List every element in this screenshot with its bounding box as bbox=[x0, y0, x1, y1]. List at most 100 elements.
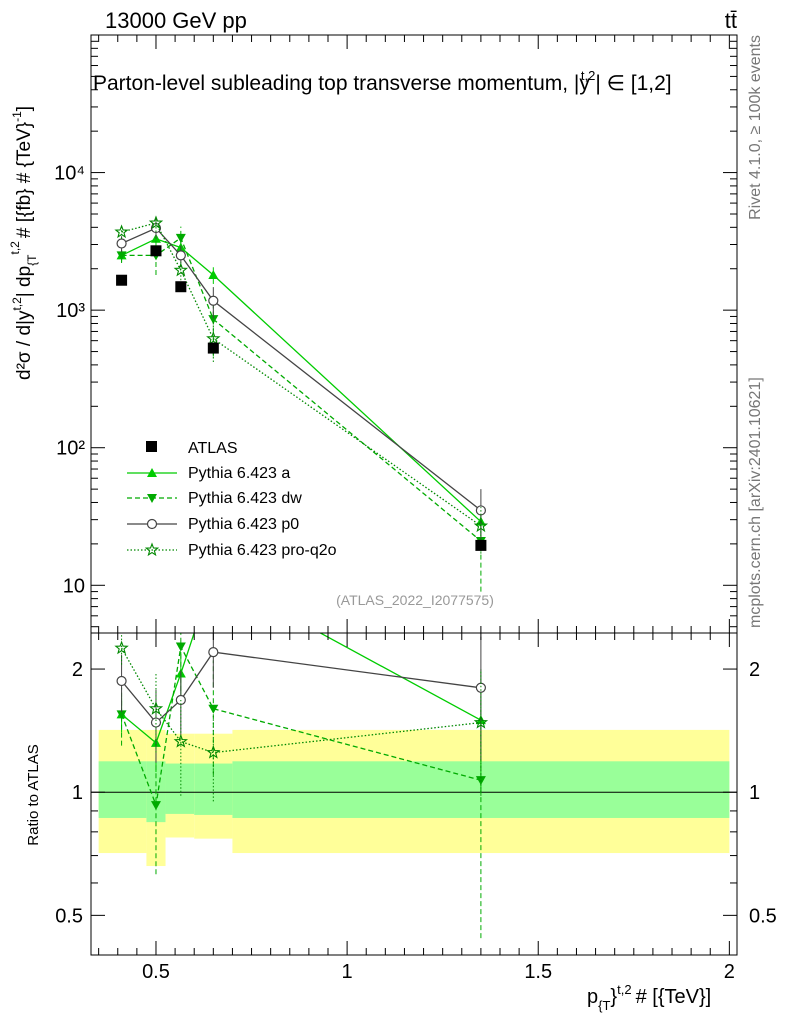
chart-title-suffix: | ∈ [1,2] bbox=[595, 72, 671, 95]
main-marker-triangle-down-3 bbox=[208, 315, 219, 325]
legend-item-atlas: ATLAS bbox=[146, 440, 238, 457]
watermark: (ATLAS_2022_I2077575) bbox=[336, 592, 494, 608]
legend-label-p0: Pythia 6.423 p0 bbox=[188, 516, 299, 533]
legend-marker-a bbox=[147, 468, 157, 477]
main-series-pythia-6-423-dw bbox=[116, 226, 486, 592]
main-marker-circle-open-3 bbox=[208, 295, 219, 306]
legend-item-dw: Pythia 6.423 dw bbox=[127, 490, 302, 507]
ratio-ytick-label-right: 2 bbox=[749, 659, 760, 681]
chart-title: Parton-level subleading top transverse m… bbox=[93, 68, 672, 95]
main-marker-square-2 bbox=[175, 281, 187, 293]
rivet-version-label: Rivet 4.1.0, ≥ 100k events bbox=[747, 35, 764, 220]
main-marker-triangle-down-0 bbox=[116, 251, 127, 261]
ratio-series-pythia-6-423-pro-q2o bbox=[114, 633, 489, 802]
main-series-atlas bbox=[116, 245, 487, 551]
ylabel-d: ] bbox=[14, 106, 35, 111]
main-marker-star-open-0 bbox=[114, 224, 129, 239]
main-marker-star-open-2 bbox=[173, 262, 189, 277]
main-line bbox=[121, 222, 482, 527]
ratio-marker-triangle-down-0 bbox=[116, 710, 127, 720]
legend-label-a: Pythia 6.423 a bbox=[188, 465, 290, 482]
ratio-marker-circle-open-1 bbox=[150, 717, 162, 728]
xlabel-p: p bbox=[587, 986, 598, 1008]
main-ytick-label: 10³ bbox=[56, 300, 85, 322]
main-marker-star-open-3 bbox=[206, 331, 221, 345]
ylabel-b: | dp bbox=[14, 266, 35, 297]
ylabel-c: # [{fb} # {TeV} bbox=[14, 122, 35, 238]
xlabel-sub: {T bbox=[598, 998, 610, 1013]
legend-marker-dw bbox=[147, 494, 157, 503]
xlabel-brace: } bbox=[610, 986, 617, 1008]
ratio-ytick-label-left: 0.5 bbox=[55, 905, 83, 927]
legend-item-a: Pythia 6.423 a bbox=[127, 465, 290, 482]
chart-title-prefix: Parton-level subleading top transverse m… bbox=[93, 72, 579, 95]
ratio-marker-triangle-up-3 bbox=[208, 570, 218, 579]
legend-marker-q2o bbox=[144, 542, 160, 557]
main-marker-circle-open-2 bbox=[175, 250, 186, 261]
main-marker-square-1 bbox=[150, 245, 162, 257]
main-panel: 10 10² 10³ 10⁴ Parton-level subleading top … bbox=[8, 34, 738, 634]
ratio-ytick-label-right: 1 bbox=[749, 782, 760, 804]
ratio-marker-star-open-0 bbox=[114, 640, 129, 655]
main-x-ticks bbox=[98, 35, 730, 633]
legend-marker-p0 bbox=[146, 518, 158, 530]
ratio-ticks: 0.5 0.5 1 1 2 2 0.5 1 1.5 2 bbox=[55, 633, 777, 983]
ylabel-sub: {T bbox=[25, 254, 39, 266]
ratio-marker-star-open-4 bbox=[473, 714, 489, 729]
ratio-marker-circle-open-4 bbox=[475, 682, 486, 693]
ratio-marks bbox=[114, 570, 489, 939]
main-marker-triangle-up-3 bbox=[208, 270, 219, 280]
ratio-marker-triangle-down-2 bbox=[175, 642, 186, 652]
main-ytick-label: 10⁴ bbox=[54, 163, 85, 185]
ratio-ytick-label-left: 1 bbox=[72, 782, 83, 804]
legend-label-atlas: ATLAS bbox=[188, 440, 238, 457]
legend: ATLAS Pythia 6.423 a Pythia 6.423 dw Pyt… bbox=[127, 440, 337, 559]
x-axis-label: p{T}t,2 # [{TeV}] bbox=[587, 982, 711, 1013]
main-ytick-label: 10² bbox=[56, 438, 85, 460]
main-line bbox=[121, 227, 482, 511]
ratio-marker-star-open-3 bbox=[206, 744, 221, 759]
ratio-series-pythia-6-423-p0 bbox=[116, 633, 486, 763]
ratio-bands bbox=[91, 729, 737, 867]
main-marker-triangle-down-2 bbox=[175, 233, 186, 243]
ratio-ytick-label-left: 2 bbox=[72, 659, 83, 681]
legend-label-q2o: Pythia 6.423 pro-q2o bbox=[188, 542, 337, 559]
ratio-marker-star-open-1 bbox=[148, 701, 164, 715]
main-ytick-label: 10 bbox=[63, 575, 85, 597]
main-marker-star-open-4 bbox=[473, 518, 489, 533]
ratio-marker-circle-open-3 bbox=[208, 647, 219, 658]
ratio-ytick-label-right: 0.5 bbox=[749, 905, 777, 927]
header-energy-label: 13000 GeV pp bbox=[105, 8, 247, 33]
xlabel-end: # [{TeV}] bbox=[636, 986, 712, 1008]
xtick-label: 2 bbox=[724, 961, 735, 983]
main-marker-star-open-1 bbox=[148, 215, 164, 230]
main-y-ticks: 10 10² 10³ 10⁴ bbox=[54, 34, 737, 628]
ylabel-sup3: -1 bbox=[10, 111, 24, 122]
chart-title-y: y bbox=[579, 72, 590, 95]
ylabel-a: d²σ / d|y bbox=[14, 310, 35, 380]
ylabel-sup1: t,2 bbox=[10, 297, 24, 311]
legend-item-p0: Pythia 6.423 p0 bbox=[127, 516, 299, 533]
ratio-line bbox=[121, 647, 481, 754]
ratio-band-inner-2 bbox=[165, 763, 195, 814]
main-marker-circle-open-0 bbox=[116, 238, 127, 249]
legend-item-q2o: Pythia 6.423 pro-q2o bbox=[127, 542, 337, 559]
ratio-band-inner-0 bbox=[98, 761, 147, 818]
xtick-label: 1 bbox=[342, 961, 353, 983]
header-process-label: tt̄ bbox=[725, 8, 737, 33]
ratio-y-axis-label: Ratio to ATLAS bbox=[25, 744, 42, 845]
ratio-marker-star-open-2 bbox=[173, 733, 189, 748]
xlabel-sup: t,2 bbox=[617, 982, 631, 997]
main-marker-square-3 bbox=[207, 342, 219, 354]
ratio-frame bbox=[90, 632, 738, 956]
mcplots-label: mcplots.cern.ch [arXiv:2401.10621] bbox=[747, 377, 764, 628]
ratio-marker-triangle-down-1 bbox=[150, 801, 161, 811]
xtick-label: 0.5 bbox=[142, 961, 170, 983]
main-y-axis-label: d²σ / d|yt,2| dp{Tt,2# [{fb} # {TeV}-1] bbox=[8, 106, 39, 380]
ratio-marker-circle-open-0 bbox=[116, 675, 127, 687]
main-series-pythia-6-423-pro-q2o bbox=[114, 215, 489, 554]
legend-marker-atlas bbox=[146, 441, 157, 452]
chart-title-sup: t,2 bbox=[581, 68, 595, 83]
legend-label-dw: Pythia 6.423 dw bbox=[188, 490, 302, 507]
